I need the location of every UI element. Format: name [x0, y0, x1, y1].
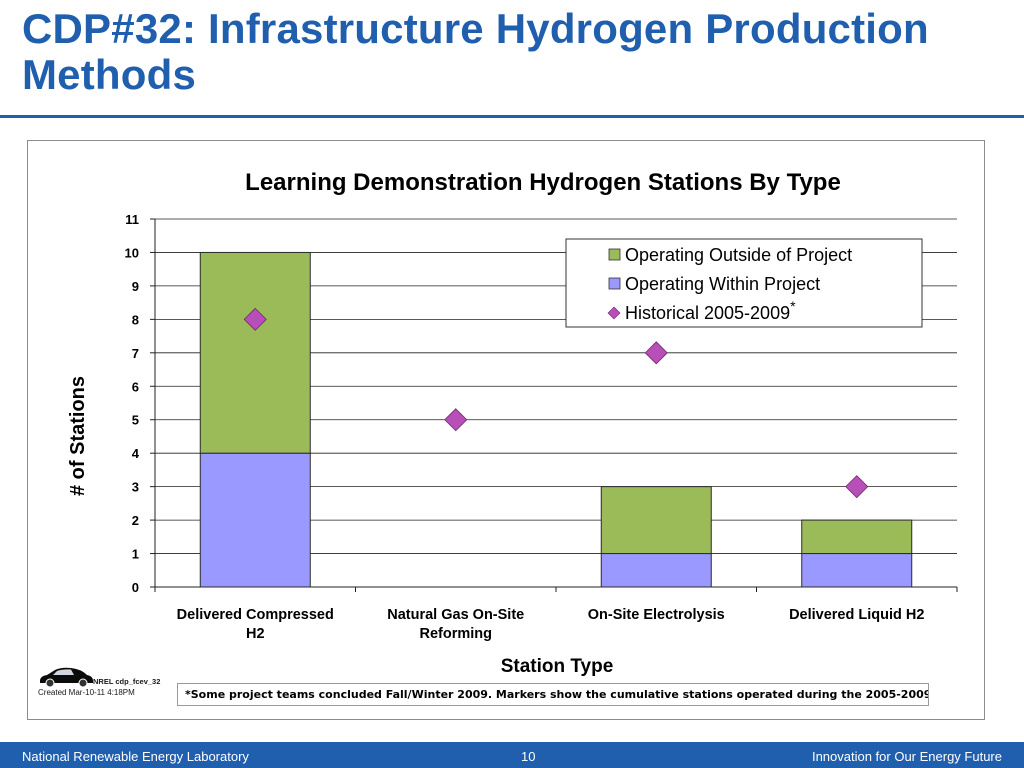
legend-swatch: [608, 277, 621, 290]
car-logo-icon: [40, 667, 93, 688]
y-tick-label: 4: [132, 446, 140, 461]
historical-marker: [243, 307, 267, 331]
x-axis-title: Station Type: [501, 656, 614, 677]
y-tick-label: 5: [132, 413, 139, 428]
bar-segment: [199, 251, 311, 454]
y-tick-label: 7: [132, 346, 139, 361]
bar-segment: [199, 452, 311, 588]
bar-segment: [600, 486, 712, 555]
legend-box: [565, 238, 923, 328]
x-category-label: H2: [246, 626, 265, 642]
legend-swatch: [608, 248, 621, 261]
x-category-label: Natural Gas On-Site: [387, 607, 524, 623]
footnote: *Some project teams concluded Fall/Winte…: [177, 683, 929, 706]
x-category-label: On-Site Electrolysis: [588, 607, 725, 623]
y-tick-label: 6: [132, 379, 139, 394]
bar-segment: [801, 553, 913, 588]
legend-label: Operating Outside of Project: [625, 245, 852, 265]
created-timestamp: Created Mar-10-11 4:18PM: [38, 688, 135, 697]
chart-frame: [27, 140, 985, 720]
chart-id-label: NREL cdp_fcev_32: [93, 677, 161, 686]
y-tick-label: 9: [132, 279, 139, 294]
y-tick-label: 1: [132, 547, 139, 562]
y-tick-label: 0: [132, 580, 139, 595]
title-divider: [0, 115, 1024, 118]
legend-marker-icon: [607, 306, 621, 320]
x-category-label: Delivered Compressed: [177, 607, 334, 623]
hydrogen-stations-chart: Learning Demonstration Hydrogen Stations…: [67, 169, 958, 677]
footer-bar: National Renewable Energy Laboratory 10 …: [0, 742, 1024, 768]
y-tick-label: 11: [125, 212, 139, 227]
slide-title: CDP#32: Infrastructure Hydrogen Producti…: [22, 5, 929, 98]
historical-marker: [644, 341, 668, 365]
x-category-label: Delivered Liquid H2: [789, 607, 924, 623]
y-axis-title: # of Stations: [67, 376, 89, 496]
footer-organization: National Renewable Energy Laboratory: [22, 749, 249, 764]
y-tick-label: 8: [132, 312, 139, 327]
y-tick-label: 3: [132, 480, 139, 495]
x-category-label: Reforming: [420, 626, 493, 642]
bar-segment: [801, 519, 913, 555]
historical-marker: [845, 475, 869, 499]
legend-footnote-mark: *: [790, 298, 796, 314]
legend-label: Historical 2005-2009*: [625, 298, 796, 323]
legend-label: Operating Within Project: [625, 274, 820, 294]
historical-marker: [444, 408, 468, 432]
y-tick-label: 10: [125, 245, 139, 260]
footer-page-number: 10: [521, 749, 536, 764]
footer-tagline: Innovation for Our Energy Future: [811, 749, 1002, 764]
bar-segment: [600, 553, 712, 588]
chart-title: Learning Demonstration Hydrogen Stations…: [245, 169, 841, 196]
y-tick-label: 2: [132, 513, 139, 528]
